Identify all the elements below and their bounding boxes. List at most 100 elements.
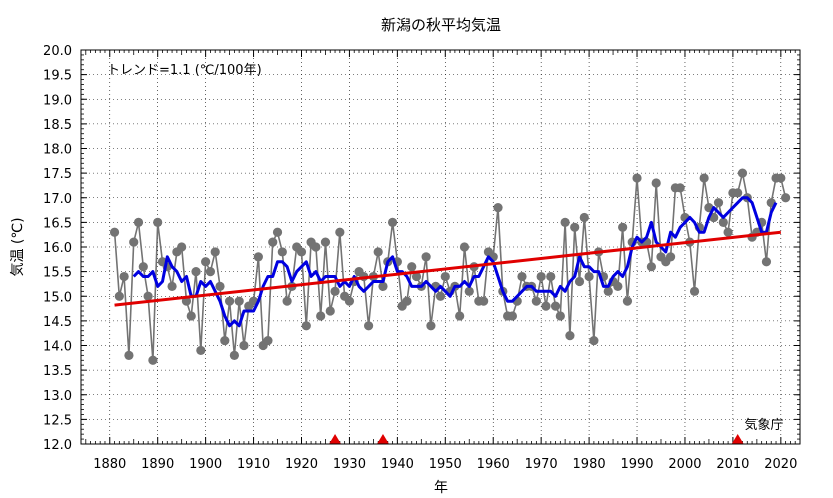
annual-data-point bbox=[584, 271, 594, 282]
annual-data-point bbox=[402, 296, 412, 306]
x-tick-label: 2000 bbox=[668, 457, 701, 472]
annual-data-point bbox=[689, 286, 700, 296]
annual-data-point bbox=[435, 291, 446, 301]
y-tick-label: 19.0 bbox=[43, 93, 72, 108]
annual-data-point bbox=[119, 271, 129, 282]
x-tick-label: 1920 bbox=[285, 457, 318, 472]
annual-data-point bbox=[493, 203, 503, 213]
annual-data-point bbox=[517, 271, 527, 282]
y-tick-label: 17.5 bbox=[43, 167, 72, 182]
annual-data-point bbox=[407, 262, 417, 272]
annual-data-point bbox=[148, 355, 158, 365]
annual-data-point bbox=[613, 281, 623, 291]
y-tick-label: 13.5 bbox=[43, 364, 72, 379]
x-tick-label: 1910 bbox=[237, 457, 270, 472]
y-tick-label: 20.0 bbox=[43, 44, 72, 59]
annual-data-point bbox=[555, 311, 565, 321]
annual-data-point bbox=[723, 227, 733, 237]
y-tick-label: 19.5 bbox=[43, 69, 72, 84]
y-tick-label: 16.5 bbox=[43, 216, 72, 231]
annual-data-point bbox=[229, 350, 239, 360]
annual-data-point bbox=[277, 247, 287, 257]
y-tick-label: 14.0 bbox=[43, 340, 72, 355]
annual-data-point bbox=[699, 173, 709, 183]
annual-data-point bbox=[603, 286, 613, 296]
annual-data-point bbox=[479, 296, 489, 306]
plot-frame bbox=[80, 49, 801, 445]
annual-data-point bbox=[364, 321, 374, 331]
y-tick-label: 16.0 bbox=[43, 241, 72, 256]
annual-data-point bbox=[167, 281, 177, 291]
annual-data-point bbox=[272, 227, 283, 237]
x-tick-label: 1970 bbox=[525, 457, 558, 472]
annual-data-point bbox=[761, 257, 772, 267]
annual-data-point bbox=[153, 217, 163, 227]
annual-data-point bbox=[713, 198, 724, 208]
y-tick-label: 15.5 bbox=[43, 266, 72, 281]
annual-data-point bbox=[378, 281, 388, 291]
annual-data-point bbox=[191, 267, 201, 277]
grid-lines bbox=[81, 49, 800, 445]
annual-data-point bbox=[541, 301, 551, 311]
annual-data-point bbox=[737, 168, 748, 178]
annual-data-point bbox=[459, 242, 470, 252]
annual-data-point bbox=[224, 296, 235, 306]
annual-data-point bbox=[665, 252, 676, 262]
y-tick-label: 17.0 bbox=[43, 192, 72, 207]
moving-average-series bbox=[132, 196, 778, 328]
x-tick-label: 1950 bbox=[429, 457, 462, 472]
annual-data-point bbox=[133, 217, 144, 227]
annual-data-point bbox=[464, 286, 474, 296]
source-label: 気象庁 bbox=[744, 417, 783, 433]
y-tick-label: 12.0 bbox=[43, 438, 72, 453]
annual-data-point bbox=[220, 335, 230, 346]
annual-series bbox=[109, 168, 791, 365]
y-tick-label: 12.5 bbox=[43, 413, 72, 428]
trend-line bbox=[114, 230, 781, 307]
trend-annotation: トレンド=1.1 (℃/100年) bbox=[107, 63, 262, 78]
y-axis-label: 気温 (℃) bbox=[10, 217, 26, 276]
annual-data-point bbox=[733, 188, 743, 198]
annual-data-point bbox=[201, 257, 211, 267]
annual-data-point bbox=[776, 173, 786, 183]
annual-data-point bbox=[426, 321, 436, 331]
annual-data-point bbox=[632, 173, 642, 183]
x-tick-label: 1980 bbox=[573, 457, 606, 472]
annual-data-point bbox=[114, 291, 124, 301]
annual-data-point bbox=[316, 311, 326, 321]
y-tick-label: 14.5 bbox=[43, 315, 72, 330]
annual-data-point bbox=[129, 237, 139, 247]
annual-data-point bbox=[320, 237, 331, 247]
annual-data-point bbox=[344, 296, 355, 306]
x-axis-label: 年 bbox=[434, 480, 448, 496]
moving-average-line bbox=[132, 196, 778, 328]
y-tick-label: 15.0 bbox=[43, 290, 72, 305]
x-tick-label: 1960 bbox=[477, 457, 510, 472]
annual-data-point bbox=[421, 252, 431, 262]
x-tick-label: 1900 bbox=[189, 457, 222, 472]
annual-data-point bbox=[205, 267, 216, 277]
annual-data-point bbox=[177, 242, 187, 252]
trend-line-segment bbox=[114, 230, 781, 307]
annual-data-point bbox=[210, 247, 220, 257]
annual-data-point bbox=[565, 331, 575, 341]
annual-data-point bbox=[263, 335, 273, 346]
annual-data-point bbox=[311, 242, 321, 252]
annual-data-point bbox=[268, 237, 278, 247]
x-tick-label: 1940 bbox=[381, 457, 414, 472]
annual-data-point bbox=[143, 291, 153, 301]
station-change-markers bbox=[329, 434, 744, 444]
annual-data-point bbox=[646, 262, 657, 272]
x-tick-label: 1990 bbox=[620, 457, 653, 472]
annual-data-point bbox=[675, 183, 685, 193]
annual-data-point bbox=[550, 301, 561, 311]
annual-data-point bbox=[186, 311, 196, 321]
annual-data-point bbox=[373, 247, 383, 257]
annual-data-point bbox=[282, 296, 292, 306]
annual-data-point bbox=[781, 193, 791, 203]
annual-data-point bbox=[440, 271, 450, 282]
annual-data-point bbox=[411, 271, 422, 282]
annual-data-point bbox=[138, 262, 148, 272]
station-change-marker bbox=[731, 434, 744, 444]
